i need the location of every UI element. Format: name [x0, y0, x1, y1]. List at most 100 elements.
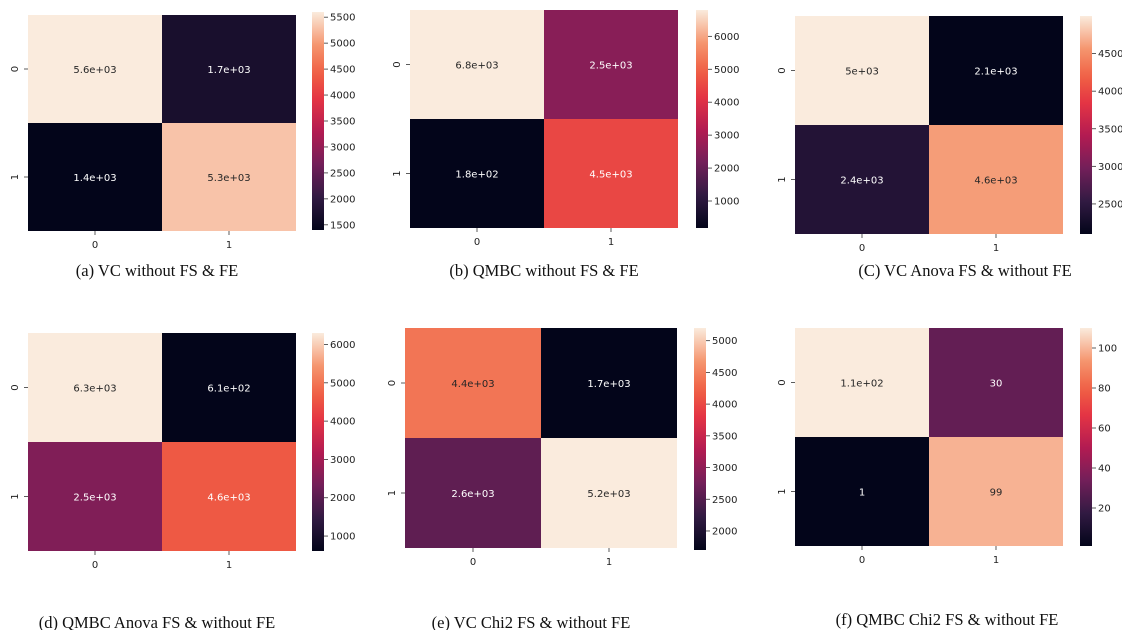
cell-value-label: 99 [990, 488, 1003, 499]
colorbar-tick-label: 2000 [714, 164, 739, 175]
colorbar [312, 333, 324, 551]
y-tick-label: 0 [777, 67, 788, 73]
cell-value-label: 4.6e+03 [207, 493, 250, 504]
x-tick-label: 1 [226, 240, 232, 251]
x-tick-label: 1 [993, 243, 999, 254]
panel-caption: (f) QMBC Chi2 FS & without FE [836, 610, 1059, 629]
heatmap-panel: 4.4e+03 1.7e+03 2.6e+03 5.2e+03 0 1 0 1 2000 2500… [387, 328, 737, 630]
colorbar-tick-label: 5000 [330, 39, 355, 50]
cell-value-label: 2.5e+03 [589, 61, 632, 72]
cell-value-label: 5e+03 [845, 67, 879, 78]
heatmap-cell [162, 123, 296, 231]
x-tick-label: 1 [993, 555, 999, 566]
heatmap-cell [795, 16, 929, 125]
panel-caption: (d) QMBC Anova FS & without FE [39, 613, 276, 630]
y-tick-label: 0 [10, 66, 21, 72]
heatmap-cell [544, 119, 678, 228]
colorbar-tick-label: 80 [1098, 384, 1111, 395]
cell-value-label: 4.4e+03 [451, 379, 494, 390]
cell-value-label: 1 [859, 488, 865, 499]
colorbar-tick-label: 4000 [714, 98, 739, 109]
colorbar-tick-label: 5500 [330, 13, 355, 24]
colorbar-tick-label: 2500 [1098, 199, 1122, 210]
colorbar-tick-label: 60 [1098, 424, 1111, 435]
colorbar-tick-label: 100 [1098, 344, 1117, 355]
y-tick-label: 0 [387, 380, 398, 386]
cell-value-label: 1.1e+02 [840, 379, 883, 390]
cell-value-label: 5.6e+03 [73, 65, 116, 76]
colorbar-tick-label: 4000 [712, 400, 737, 411]
colorbar-tick-label: 4000 [330, 417, 355, 428]
y-tick-label: 0 [10, 384, 21, 390]
heatmap-panel: 5.6e+03 1.7e+03 1.4e+03 5.3e+03 0 1 0 1 1500 2000… [10, 12, 355, 280]
colorbar-tick-label: 3500 [712, 431, 737, 442]
colorbar-tick-label: 1500 [330, 220, 355, 231]
colorbar-tick-label: 4500 [712, 368, 737, 379]
colorbar-tick-label: 40 [1098, 464, 1111, 475]
heatmap-panel: 6.8e+03 2.5e+03 1.8e+02 4.5e+03 0 1 0 1 1000 2000… [392, 10, 739, 280]
heatmap-cell [410, 119, 544, 228]
heatmap-cell [28, 442, 162, 551]
cell-value-label: 1.7e+03 [207, 65, 250, 76]
colorbar-tick-label: 3000 [712, 463, 737, 474]
cell-value-label: 1.8e+02 [455, 170, 498, 181]
heatmap-panel: 5e+03 2.1e+03 2.4e+03 4.6e+03 0 1 0 1 2500 3000 35… [777, 16, 1122, 280]
colorbar [1080, 16, 1092, 234]
x-tick-label: 0 [859, 555, 865, 566]
colorbar [694, 328, 706, 550]
cell-value-label: 4.6e+03 [974, 176, 1017, 187]
heatmap-cell [795, 437, 929, 546]
cell-value-label: 2.6e+03 [451, 489, 494, 500]
y-tick-label: 1 [10, 493, 21, 499]
panel-caption: (b) QMBC without FS & FE [449, 261, 638, 280]
colorbar-tick-label: 4500 [330, 65, 355, 76]
heatmap-cell [28, 333, 162, 442]
heatmap-cell [162, 15, 296, 123]
colorbar [1080, 328, 1092, 546]
colorbar-tick-label: 2000 [712, 526, 737, 537]
x-tick-label: 1 [226, 560, 232, 571]
colorbar-tick-label: 6000 [330, 340, 355, 351]
cell-value-label: 30 [990, 379, 1003, 390]
colorbar-tick-label: 5000 [712, 336, 737, 347]
colorbar-tick-label: 2000 [330, 194, 355, 205]
heatmap-cell [162, 333, 296, 442]
cell-value-label: 6.3e+03 [73, 384, 116, 395]
cell-value-label: 5.3e+03 [207, 173, 250, 184]
cell-value-label: 1.4e+03 [73, 173, 116, 184]
heatmap-cell [544, 10, 678, 119]
heatmap-cell [795, 125, 929, 234]
heatmap-cell [929, 437, 1063, 546]
y-tick-label: 1 [387, 490, 398, 496]
y-tick-label: 1 [10, 174, 21, 180]
colorbar-tick-label: 5000 [330, 378, 355, 389]
heatmap-cell [405, 438, 541, 548]
cell-value-label: 1.7e+03 [587, 379, 630, 390]
colorbar-tick-label: 1000 [330, 532, 355, 543]
panel-caption: (C) VC Anova FS & without FE [858, 261, 1071, 280]
heatmap-cell [405, 328, 541, 438]
heatmap-panel: 1.1e+02 30 1 99 0 1 0 1 20 40 60 80 100 (f) QMBC Chi2… [777, 328, 1117, 629]
colorbar-tick-label: 3000 [330, 142, 355, 153]
colorbar-tick-label: 3000 [1098, 162, 1122, 173]
cell-value-label: 4.5e+03 [589, 170, 632, 181]
heatmap-cell [410, 10, 544, 119]
x-tick-label: 0 [859, 243, 865, 254]
colorbar-tick-label: 4000 [1098, 87, 1122, 98]
x-tick-label: 0 [92, 560, 98, 571]
y-tick-label: 1 [777, 176, 788, 182]
colorbar-tick-label: 5000 [714, 65, 739, 76]
x-tick-label: 0 [92, 240, 98, 251]
colorbar-tick-label: 1000 [714, 196, 739, 207]
heatmap-cell [929, 16, 1063, 125]
colorbar [696, 10, 708, 228]
heatmap-cell [929, 328, 1063, 437]
colorbar-tick-label: 2500 [712, 495, 737, 506]
y-tick-label: 1 [777, 488, 788, 494]
heatmap-cell [929, 125, 1063, 234]
heatmap-cell [541, 438, 677, 548]
cell-value-label: 2.1e+03 [974, 67, 1017, 78]
colorbar-tick-label: 3000 [330, 455, 355, 466]
cell-value-label: 6.8e+03 [455, 61, 498, 72]
